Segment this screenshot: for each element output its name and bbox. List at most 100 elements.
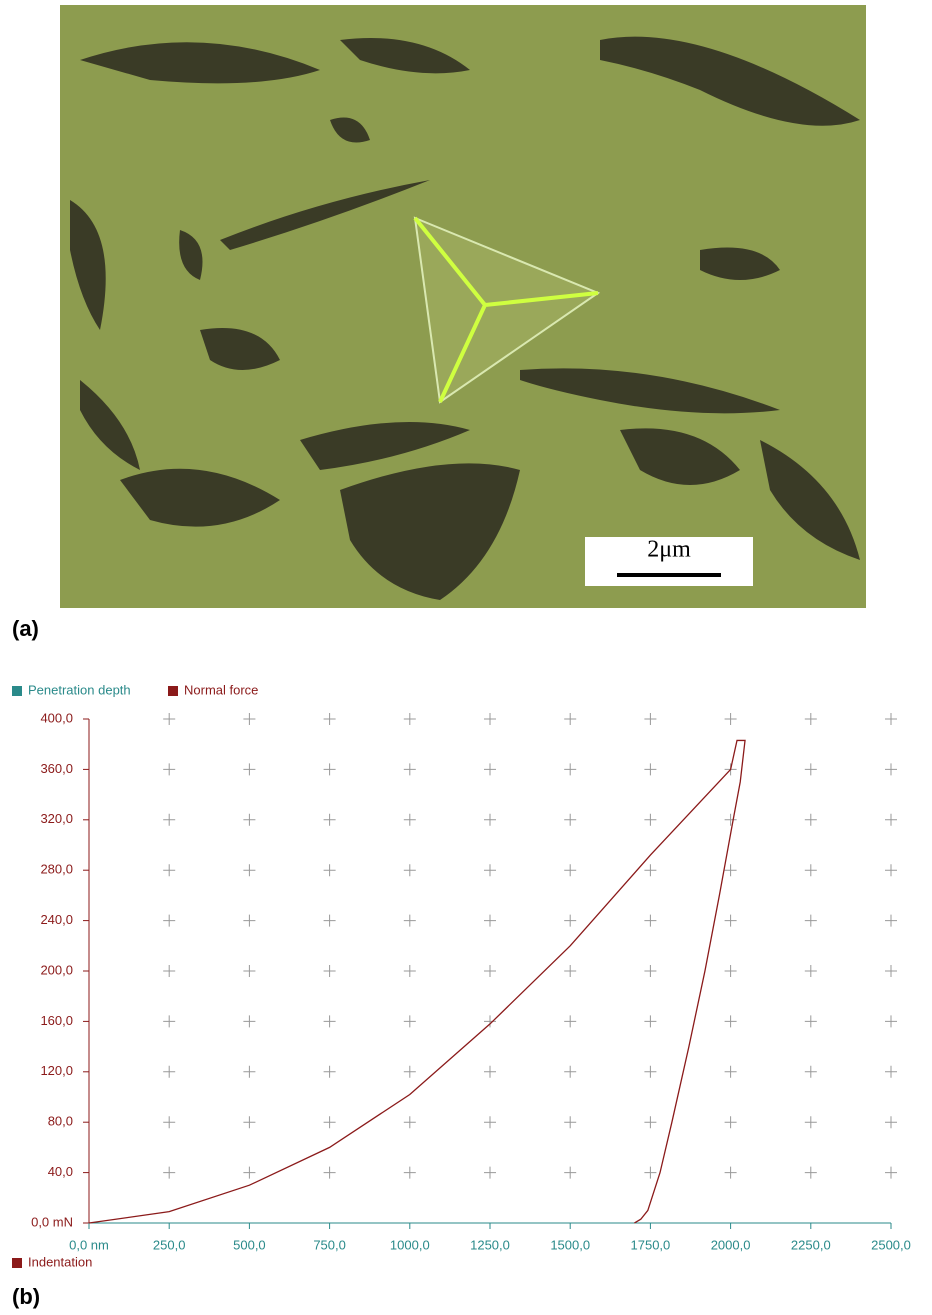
grid-cross: [644, 713, 657, 725]
grid-cross: [885, 1166, 897, 1179]
grid-cross: [484, 965, 496, 977]
grid-cross: [724, 965, 737, 977]
grid-cross: [564, 1166, 577, 1179]
grid-cross: [243, 1015, 256, 1028]
grid-cross: [163, 1116, 176, 1129]
grid-cross: [323, 1116, 336, 1129]
grid-cross: [323, 914, 336, 927]
grid-cross: [243, 965, 256, 977]
y-tick-label: 120,0: [40, 1063, 73, 1078]
grid-cross: [163, 763, 176, 776]
grid-cross: [804, 1166, 817, 1179]
grid-cross: [323, 763, 336, 776]
grid-cross: [403, 813, 416, 826]
grid-cross: [243, 763, 256, 776]
grid-cross: [484, 763, 496, 776]
grid-cross: [484, 1065, 496, 1078]
grid-cross: [804, 864, 817, 877]
y-tick-label: 400,0: [40, 710, 73, 725]
panel-label: (b): [12, 1284, 40, 1309]
micrograph: 2μm: [60, 5, 866, 608]
grid-cross: [644, 1015, 657, 1028]
grid-cross: [804, 713, 817, 725]
y-tick-label: 320,0: [40, 811, 73, 826]
grid-cross: [163, 713, 176, 725]
grid-cross: [804, 1065, 817, 1078]
grid-cross: [724, 813, 737, 826]
grid-cross: [323, 813, 336, 826]
legend-swatch: [168, 686, 178, 696]
grid-cross: [885, 763, 897, 776]
grid-cross: [484, 914, 496, 927]
grid-cross: [323, 1065, 336, 1078]
grid-cross: [323, 864, 336, 877]
grid-cross: [484, 1116, 496, 1129]
grid-cross: [644, 813, 657, 826]
grid-cross: [323, 713, 336, 725]
x-tick-label: 1000,0: [390, 1237, 430, 1252]
legend-swatch: [12, 1258, 22, 1268]
grid-cross: [804, 1015, 817, 1028]
x-tick-label: 1750,0: [631, 1237, 671, 1252]
grid-cross: [804, 813, 817, 826]
grid-cross: [804, 1116, 817, 1129]
grid-cross: [885, 713, 897, 725]
grid-cross: [163, 1166, 176, 1179]
grid-cross: [564, 864, 577, 877]
grid-cross: [163, 914, 176, 927]
x-tick-label: 0,0 nm: [69, 1237, 109, 1252]
grid-cross: [564, 713, 577, 725]
x-tick-label: 2500,0: [871, 1237, 911, 1252]
x-tick-label: 2000,0: [711, 1237, 751, 1252]
grid-cross: [163, 1065, 176, 1078]
legend-label: Indentation: [28, 1254, 92, 1269]
x-tick-label: 750,0: [313, 1237, 346, 1252]
grid-cross: [163, 1015, 176, 1028]
grid-cross: [885, 1116, 897, 1129]
grid-cross: [323, 1166, 336, 1179]
grid-cross: [564, 914, 577, 927]
y-tick-label: 80,0: [48, 1114, 73, 1129]
x-tick-label: 1500,0: [550, 1237, 590, 1252]
grid-cross: [403, 1116, 416, 1129]
y-tick-label: 360,0: [40, 761, 73, 776]
y-tick-label: 160,0: [40, 1013, 73, 1028]
grid-cross: [484, 1166, 496, 1179]
legend-swatch: [12, 686, 22, 696]
x-tick-label: 250,0: [153, 1237, 186, 1252]
grid-cross: [403, 1166, 416, 1179]
y-tick-label: 0,0 mN: [31, 1214, 73, 1229]
grid-cross: [403, 965, 416, 977]
grid-cross: [564, 1065, 577, 1078]
grid-cross: [644, 763, 657, 776]
y-tick-label: 40,0: [48, 1164, 73, 1179]
panel-label: (a): [12, 616, 39, 641]
grid-cross: [243, 813, 256, 826]
grid-cross: [724, 914, 737, 927]
y-tick-label: 200,0: [40, 962, 73, 977]
grid-cross: [724, 864, 737, 877]
grid-cross: [564, 1116, 577, 1129]
grid-cross: [403, 1065, 416, 1078]
grid-cross: [724, 713, 737, 725]
y-tick-label: 240,0: [40, 912, 73, 927]
grid-cross: [564, 1015, 577, 1028]
grid-cross: [644, 1116, 657, 1129]
grid-cross: [644, 965, 657, 977]
grid-cross: [644, 914, 657, 927]
grid-cross: [724, 1015, 737, 1028]
x-axis-label: Penetration depth: [28, 682, 131, 697]
grid-cross: [163, 813, 176, 826]
chart: Penetration depth Normal force 0,0 mN 40,0 8…: [12, 682, 911, 1269]
grid-cross: [484, 713, 496, 725]
grid-cross: [804, 965, 817, 977]
grid-cross: [564, 813, 577, 826]
grid-cross: [804, 763, 817, 776]
grid-cross: [885, 914, 897, 927]
grid-cross: [243, 713, 256, 725]
scale-bar-label: 2μm: [647, 537, 691, 563]
grid-cross: [163, 864, 176, 877]
grid-cross: [243, 1065, 256, 1078]
grid-cross: [403, 763, 416, 776]
grid-cross: [885, 965, 897, 977]
